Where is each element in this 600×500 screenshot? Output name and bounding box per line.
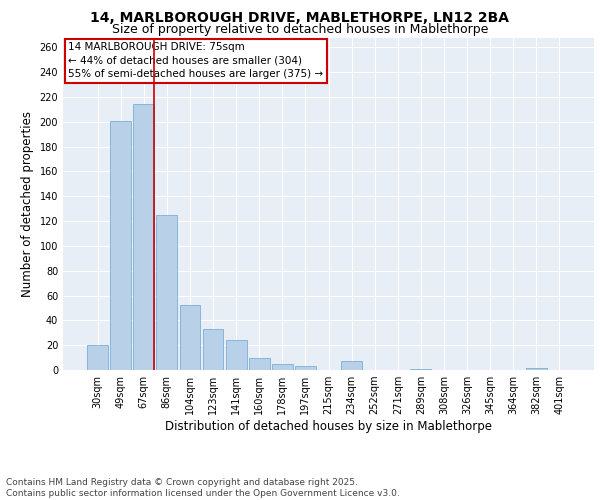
Bar xyxy=(410,369,431,370)
Y-axis label: Number of detached properties: Number of detached properties xyxy=(21,111,34,296)
Bar xyxy=(249,358,269,370)
Bar xyxy=(87,345,108,370)
Bar xyxy=(133,104,154,370)
Text: 14, MARLBOROUGH DRIVE, MABLETHORPE, LN12 2BA: 14, MARLBOROUGH DRIVE, MABLETHORPE, LN12… xyxy=(91,11,509,25)
Bar xyxy=(110,120,131,370)
Text: 14 MARLBOROUGH DRIVE: 75sqm
← 44% of detached houses are smaller (304)
55% of se: 14 MARLBOROUGH DRIVE: 75sqm ← 44% of det… xyxy=(68,42,323,79)
Bar xyxy=(203,329,223,370)
Bar xyxy=(272,364,293,370)
X-axis label: Distribution of detached houses by size in Mablethorpe: Distribution of detached houses by size … xyxy=(165,420,492,433)
Bar xyxy=(341,362,362,370)
Text: Size of property relative to detached houses in Mablethorpe: Size of property relative to detached ho… xyxy=(112,22,488,36)
Text: Contains HM Land Registry data © Crown copyright and database right 2025.
Contai: Contains HM Land Registry data © Crown c… xyxy=(6,478,400,498)
Bar xyxy=(157,215,177,370)
Bar xyxy=(179,306,200,370)
Bar xyxy=(295,366,316,370)
Bar xyxy=(226,340,247,370)
Bar xyxy=(526,368,547,370)
